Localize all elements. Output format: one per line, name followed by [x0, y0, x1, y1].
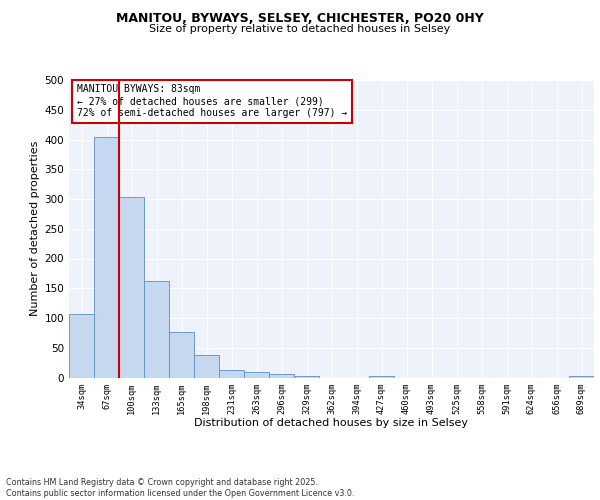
Y-axis label: Number of detached properties: Number of detached properties — [30, 141, 40, 316]
Text: Contains HM Land Registry data © Crown copyright and database right 2025.
Contai: Contains HM Land Registry data © Crown c… — [6, 478, 355, 498]
Bar — [294, 376, 319, 378]
Bar — [119, 197, 144, 378]
Bar — [194, 355, 219, 378]
Bar — [369, 376, 394, 378]
Text: MANITOU, BYWAYS, SELSEY, CHICHESTER, PO20 0HY: MANITOU, BYWAYS, SELSEY, CHICHESTER, PO2… — [116, 12, 484, 26]
Bar — [144, 280, 169, 378]
Bar — [244, 372, 269, 378]
Bar — [219, 370, 244, 378]
X-axis label: Distribution of detached houses by size in Selsey: Distribution of detached houses by size … — [194, 418, 469, 428]
Bar — [269, 374, 294, 378]
Bar — [169, 332, 194, 378]
Bar — [569, 376, 594, 378]
Text: Size of property relative to detached houses in Selsey: Size of property relative to detached ho… — [149, 24, 451, 34]
Text: MANITOU BYWAYS: 83sqm
← 27% of detached houses are smaller (299)
72% of semi-det: MANITOU BYWAYS: 83sqm ← 27% of detached … — [77, 84, 347, 117]
Bar — [69, 314, 94, 378]
Bar — [94, 137, 119, 378]
